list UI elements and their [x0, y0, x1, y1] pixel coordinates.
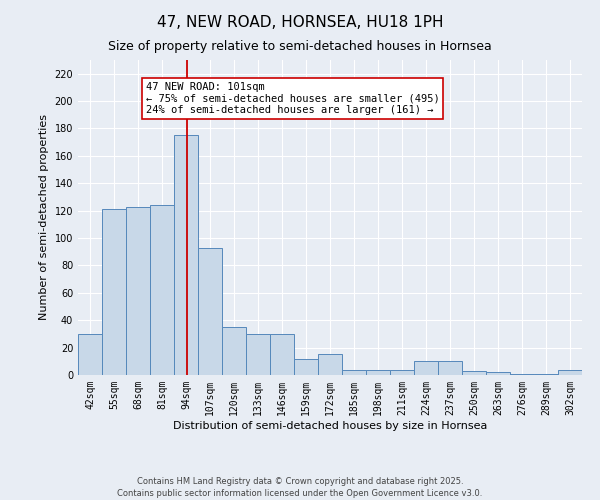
Bar [294, 358, 318, 375]
Bar [558, 370, 582, 375]
Bar [510, 374, 534, 375]
Bar [486, 372, 510, 375]
Bar [318, 354, 342, 375]
Bar [438, 362, 462, 375]
Text: Size of property relative to semi-detached houses in Hornsea: Size of property relative to semi-detach… [108, 40, 492, 53]
Bar [102, 210, 126, 375]
Text: 47 NEW ROAD: 101sqm
← 75% of semi-detached houses are smaller (495)
24% of semi-: 47 NEW ROAD: 101sqm ← 75% of semi-detach… [146, 82, 440, 116]
Bar [534, 374, 558, 375]
Bar [150, 205, 174, 375]
Bar [342, 370, 366, 375]
X-axis label: Distribution of semi-detached houses by size in Hornsea: Distribution of semi-detached houses by … [173, 420, 487, 430]
Y-axis label: Number of semi-detached properties: Number of semi-detached properties [39, 114, 49, 320]
Bar [174, 136, 198, 375]
Text: 47, NEW ROAD, HORNSEA, HU18 1PH: 47, NEW ROAD, HORNSEA, HU18 1PH [157, 15, 443, 30]
Bar [366, 370, 390, 375]
Bar [198, 248, 222, 375]
Bar [270, 334, 294, 375]
Bar [462, 371, 486, 375]
Bar [222, 327, 246, 375]
Text: Contains HM Land Registry data © Crown copyright and database right 2025.
Contai: Contains HM Land Registry data © Crown c… [118, 476, 482, 498]
Bar [126, 206, 150, 375]
Bar [78, 334, 102, 375]
Bar [246, 334, 270, 375]
Bar [414, 362, 438, 375]
Bar [390, 370, 414, 375]
